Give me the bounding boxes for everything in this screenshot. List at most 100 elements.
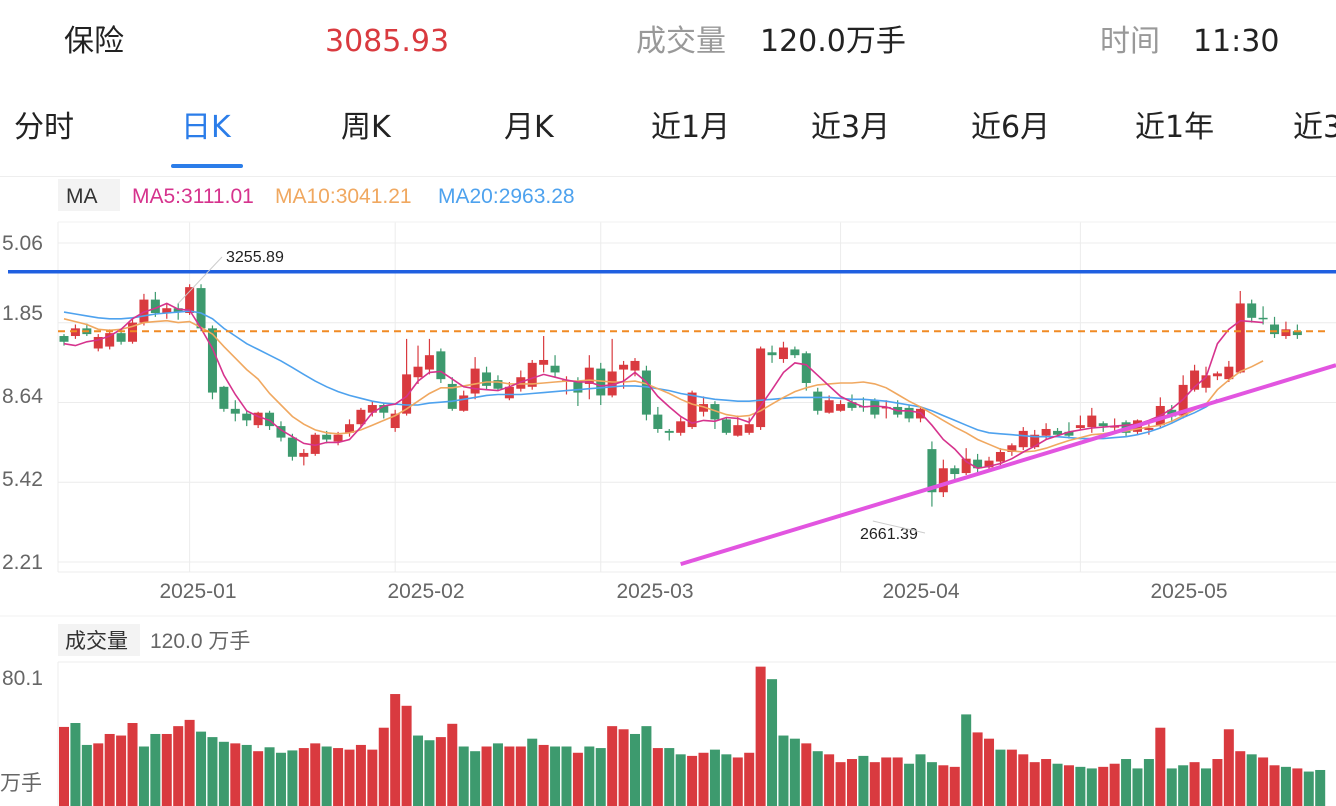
candle-body (105, 333, 115, 347)
ma20-line (63, 310, 1218, 440)
candle-body (619, 364, 629, 370)
volume-bar (801, 743, 812, 806)
candle-body (1144, 428, 1154, 430)
volume-bar (869, 762, 880, 806)
volume-title: 成交量 (65, 630, 128, 653)
candle-body (196, 288, 206, 329)
volume-bar (1143, 759, 1154, 806)
candle-body (744, 424, 754, 433)
candle-body (836, 404, 846, 411)
volume-bar (333, 748, 344, 806)
volume-bar (1246, 754, 1257, 806)
volume-bar (1189, 762, 1200, 806)
volume-bar (984, 738, 995, 806)
volume-bar (607, 726, 618, 806)
x-tick-label: 2025-01 (159, 580, 236, 603)
tab-1-year[interactable]: 近1年 (1135, 110, 1215, 145)
candle-body (1212, 373, 1222, 377)
volume-bar (755, 666, 766, 806)
candle-body (139, 299, 149, 323)
tab-3-month[interactable]: 近3月 (811, 110, 891, 145)
candle-body (116, 333, 126, 342)
volume-bar (618, 729, 629, 806)
candle-body (162, 308, 172, 314)
volume-bar (1212, 759, 1223, 806)
volume-bar (1280, 766, 1291, 806)
candle-body (287, 437, 297, 457)
volume-bar (161, 733, 172, 806)
volume-bar (253, 751, 264, 806)
ma10-legend: MA10:3041.21 (275, 185, 412, 208)
volume-bar (812, 751, 823, 806)
low-annotation: 2661.39 (860, 526, 918, 543)
candle-body (1064, 431, 1074, 436)
volume-bar (470, 751, 481, 806)
volume-bar (824, 754, 835, 806)
volume-bar (481, 746, 492, 806)
volume-bar (344, 749, 355, 806)
candle-body (938, 468, 948, 493)
tab-intraday[interactable]: 分时 (14, 110, 74, 145)
volume-bar (241, 744, 252, 806)
candle-body (185, 287, 195, 314)
candle-body (516, 377, 526, 389)
ma-legend: MA MA5:3111.01 MA10:3041.21 MA20:2963.28 (58, 179, 575, 211)
candle-body (1292, 331, 1302, 336)
volume-bar (1052, 763, 1063, 806)
volume-bar (287, 750, 298, 806)
candle-body (253, 412, 263, 426)
tab-3-year[interactable]: 近3 (1293, 110, 1336, 145)
candle-body (664, 430, 674, 433)
volume-bar (881, 757, 892, 806)
candle-body (870, 400, 880, 415)
candle-body (322, 434, 332, 440)
volume-bar (1121, 759, 1132, 806)
volume-bar (698, 752, 709, 806)
candle-body (356, 409, 366, 425)
volume-bar (1006, 749, 1017, 806)
volume-bar (995, 749, 1006, 806)
volume-bar (1303, 771, 1314, 806)
volume-bar (721, 754, 732, 806)
tab-daily-k[interactable]: 日K (181, 110, 231, 145)
current-price: 3085.93 (325, 24, 450, 59)
volume-bar (264, 747, 275, 806)
candle-body (219, 386, 229, 409)
volume-bar (1201, 768, 1211, 806)
candle-body (801, 353, 811, 383)
candle-body (973, 459, 983, 469)
volume-bar (378, 727, 389, 806)
high-annotation-leader (177, 256, 223, 304)
candle-body (265, 412, 275, 427)
volume-bar (1086, 768, 1097, 806)
volume-bar (858, 755, 869, 806)
candle-body (710, 404, 720, 420)
volume-bars (59, 666, 1326, 806)
volume-bar (938, 765, 949, 806)
candle-body (493, 380, 503, 389)
ma10-line (63, 318, 1264, 453)
tab-monthly-k[interactable]: 月K (504, 110, 554, 145)
drawn-overlays (8, 270, 1336, 567)
ma5-legend: MA5:3111.01 (132, 185, 254, 208)
candle-body (345, 424, 354, 433)
volume-bar (664, 748, 675, 806)
volume-bar (1223, 729, 1234, 806)
volume-bar (949, 766, 960, 806)
tab-weekly-k[interactable]: 周K (341, 110, 391, 145)
candle-body (847, 402, 857, 408)
candle-body (504, 386, 514, 399)
volume-label: 成交量 (636, 24, 726, 59)
tab-1-month[interactable]: 近1月 (651, 110, 731, 145)
candle-body (584, 367, 594, 384)
volume-header: 成交量 120.0 万手 80.1 万手 (0, 624, 250, 795)
x-tick-label: 2025-02 (387, 580, 464, 603)
candle-body (310, 434, 320, 454)
tab-6-month[interactable]: 近6月 (971, 110, 1051, 145)
volume-bar (1166, 768, 1177, 806)
volume-bar (104, 733, 115, 806)
candle-body (1281, 329, 1291, 337)
quote-header: 保险 3085.93 成交量 120.0万手 时间 11:30 (0, 0, 1336, 86)
candle-body (527, 362, 537, 387)
